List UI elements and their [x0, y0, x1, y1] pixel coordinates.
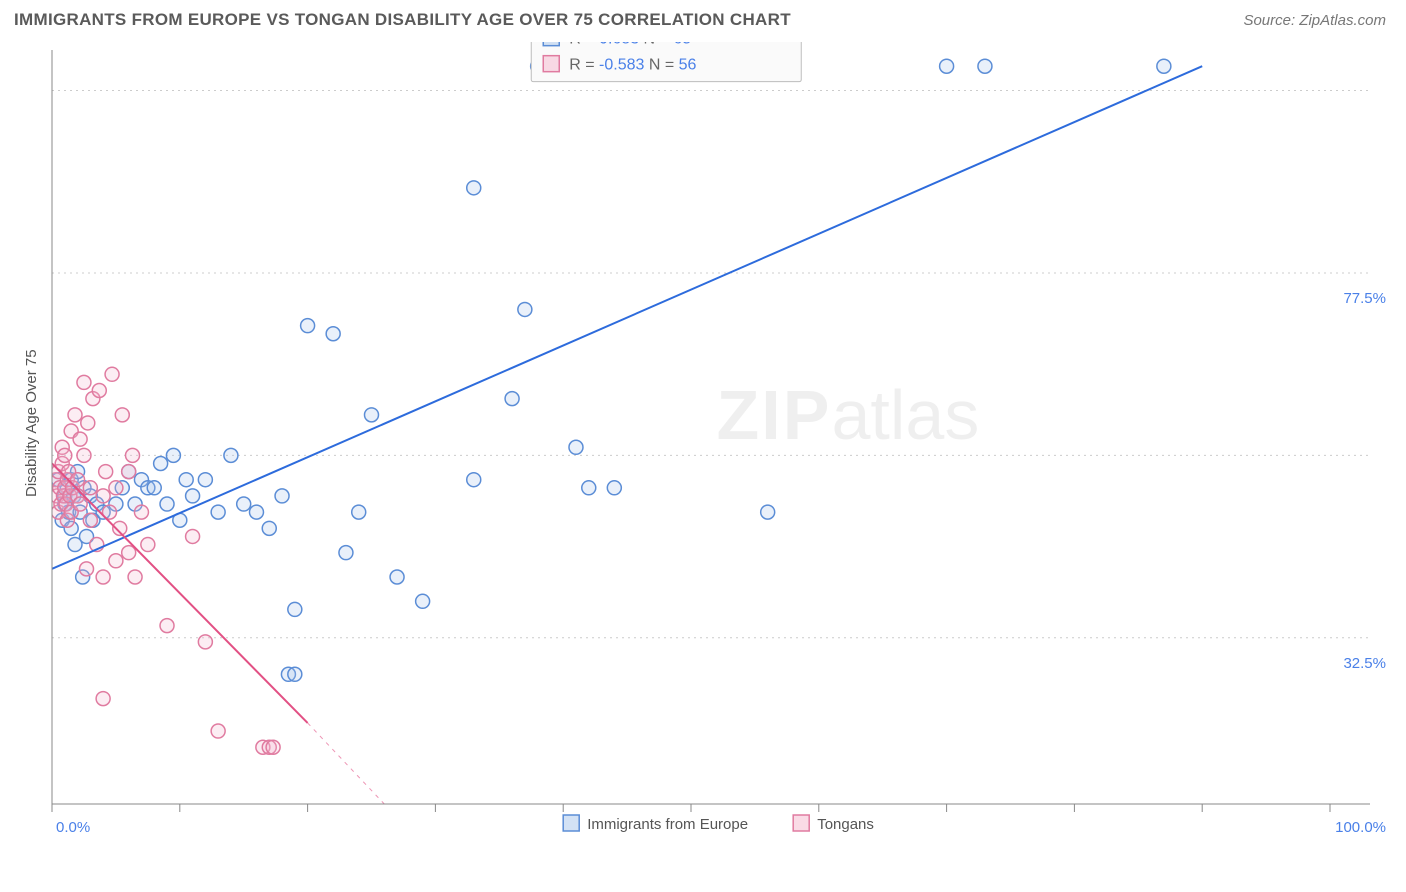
svg-text:32.5%: 32.5%: [1343, 655, 1386, 672]
svg-text:100.0%: 100.0%: [1335, 819, 1386, 836]
chart-source: Source: ZipAtlas.com: [1243, 12, 1386, 29]
svg-text:Tongans: Tongans: [817, 816, 874, 833]
svg-text:R = 0.683 N = 65: R = 0.683 N = 65: [569, 42, 691, 48]
chart-container: 32.5% 77.5% ZIPatlas 0.0% 100.0% Disability A…: [14, 42, 1392, 852]
correlation-scatter-chart: 32.5% 77.5% ZIPatlas 0.0% 100.0% Disability A…: [14, 42, 1392, 852]
svg-text:ZIPatlas: ZIPatlas: [717, 376, 980, 454]
svg-text:Immigrants from Europe: Immigrants from Europe: [587, 816, 748, 833]
chart-header: IMMIGRANTS FROM EUROPE VS TONGAN DISABIL…: [0, 0, 1406, 36]
svg-text:Disability Age Over 75: Disability Age Over 75: [23, 349, 40, 497]
svg-text:0.0%: 0.0%: [56, 819, 90, 836]
svg-text:R = -0.583 N = 56: R = -0.583 N = 56: [569, 57, 696, 74]
chart-title: IMMIGRANTS FROM EUROPE VS TONGAN DISABIL…: [14, 10, 791, 30]
svg-text:77.5%: 77.5%: [1343, 290, 1386, 307]
